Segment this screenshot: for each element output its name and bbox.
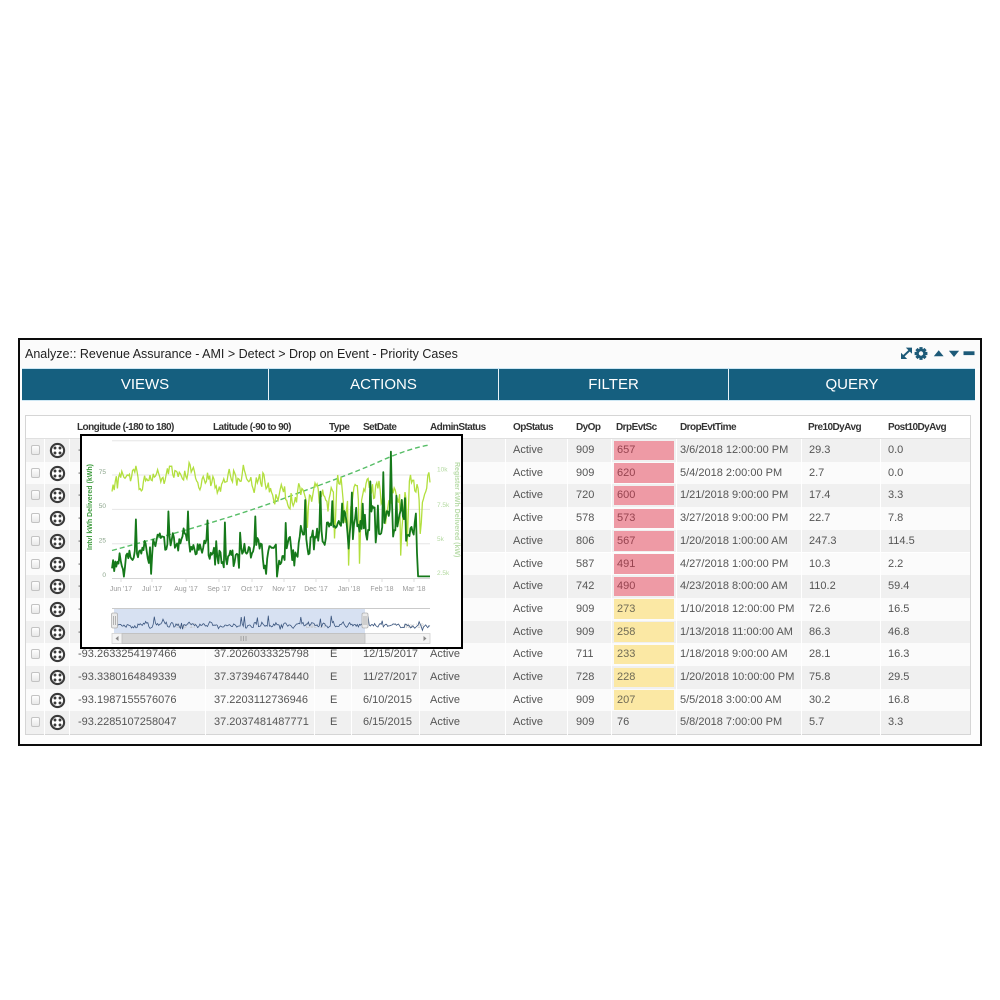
svg-text:75: 75 bbox=[99, 469, 107, 476]
svg-text:Oct '17: Oct '17 bbox=[241, 586, 263, 593]
svg-text:0: 0 bbox=[102, 572, 106, 579]
svg-text:Jun '17: Jun '17 bbox=[110, 586, 132, 593]
svg-text:Jan '18: Jan '18 bbox=[338, 586, 360, 593]
svg-text:Aug '17: Aug '17 bbox=[174, 586, 198, 593]
svg-text:5k: 5k bbox=[437, 536, 445, 543]
svg-text:Mar '18: Mar '18 bbox=[404, 624, 424, 630]
svg-text:Intvl kWh Delivered (kWh): Intvl kWh Delivered (kWh) bbox=[87, 464, 94, 550]
svg-text:Feb '18: Feb '18 bbox=[370, 586, 393, 593]
svg-text:Dec '17: Dec '17 bbox=[304, 586, 328, 593]
svg-text:Nov '17: Nov '17 bbox=[272, 586, 296, 593]
svg-text:25: 25 bbox=[99, 538, 107, 545]
svg-text:2.5k: 2.5k bbox=[437, 570, 450, 577]
svg-text:Sep '17: Sep '17 bbox=[207, 586, 231, 593]
svg-text:Register kWh Delivered (kW): Register kWh Delivered (kW) bbox=[453, 462, 460, 557]
svg-text:Dec '17: Dec '17 bbox=[306, 624, 327, 630]
svg-text:7.5k: 7.5k bbox=[437, 502, 450, 509]
svg-text:10k: 10k bbox=[437, 467, 448, 474]
svg-text:Jul '17: Jul '17 bbox=[142, 586, 162, 593]
svg-text:50: 50 bbox=[99, 503, 107, 510]
svg-text:Mar '18: Mar '18 bbox=[402, 586, 425, 593]
svg-text:Sep '17: Sep '17 bbox=[176, 624, 197, 630]
